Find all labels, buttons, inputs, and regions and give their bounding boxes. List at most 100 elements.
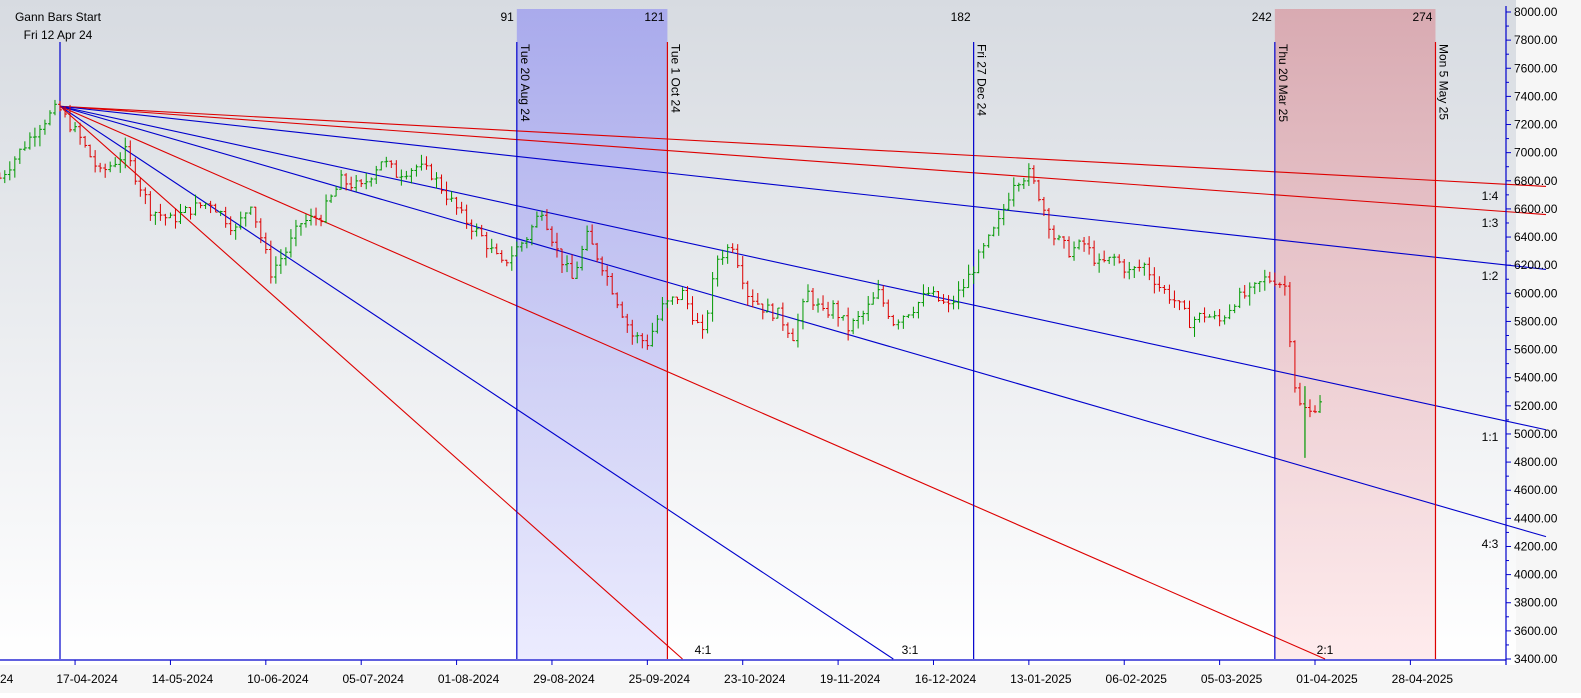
price-bar xyxy=(384,156,389,168)
price-bar xyxy=(1011,177,1016,207)
y-tick-label: 3400.00 xyxy=(1514,652,1558,666)
time-zone-2 xyxy=(1274,9,1436,659)
price-bar xyxy=(434,172,439,189)
price-bar xyxy=(148,191,153,221)
price-bar xyxy=(1202,307,1207,323)
y-tick-label: 6600.00 xyxy=(1514,202,1558,216)
price-bar xyxy=(153,211,158,225)
price-bar xyxy=(1077,239,1082,250)
price-bar xyxy=(123,137,128,169)
price-bar xyxy=(821,295,826,311)
fan-label-1-4: 1:4 xyxy=(1482,189,1499,203)
price-bar xyxy=(183,205,188,214)
price-bar xyxy=(444,181,449,206)
bar-count-label: 242 xyxy=(1252,10,1272,24)
price-bar xyxy=(1092,240,1097,266)
price-bar xyxy=(805,284,810,303)
price-bar xyxy=(193,194,198,216)
price-bar xyxy=(1277,282,1282,288)
price-bar xyxy=(1142,262,1147,276)
price-bar xyxy=(178,203,183,224)
price-bar xyxy=(258,218,263,244)
price-bar xyxy=(133,157,138,185)
price-bar xyxy=(665,299,670,309)
price-bar xyxy=(1112,253,1117,266)
price-bar xyxy=(1252,282,1257,295)
time-marker-date: Thu 20 Mar 25 xyxy=(1276,44,1290,122)
price-bar xyxy=(78,122,83,145)
price-bar xyxy=(168,212,173,219)
price-bar xyxy=(760,303,765,320)
price-bar xyxy=(1207,314,1212,318)
price-bar xyxy=(499,250,504,263)
price-bar xyxy=(2,170,7,184)
price-bar xyxy=(836,300,841,327)
price-bar xyxy=(1297,382,1302,406)
fan-line-1-4 xyxy=(59,105,1547,187)
fan-label-2-1: 2:1 xyxy=(1317,643,1334,657)
price-bar xyxy=(996,210,1001,236)
fan-line-3-1 xyxy=(59,105,894,660)
price-bar xyxy=(1242,285,1247,299)
price-bar xyxy=(474,223,479,237)
y-tick-label: 5800.00 xyxy=(1514,314,1558,328)
price-bar xyxy=(243,212,248,227)
time-marker-date: Fri 27 Dec 24 xyxy=(975,44,989,116)
price-bar xyxy=(675,296,680,304)
price-bar xyxy=(1062,236,1066,249)
bar-count-label: 121 xyxy=(644,10,664,24)
price-bar xyxy=(1272,272,1277,287)
price-bar xyxy=(83,135,88,148)
x-tick-label: 14-05-2024 xyxy=(152,672,214,686)
price-bar xyxy=(1041,196,1046,217)
fan-line-1-1 xyxy=(59,105,1547,431)
price-bar xyxy=(344,173,349,191)
price-bar xyxy=(1162,284,1167,294)
price-bar xyxy=(309,208,313,226)
price-bar xyxy=(1046,207,1051,239)
price-bar xyxy=(364,173,369,190)
price-bar xyxy=(570,254,575,279)
price-bar xyxy=(1001,204,1006,226)
x-tick-label: 01-08-2024 xyxy=(438,672,500,686)
price-bar xyxy=(93,150,98,173)
price-bar xyxy=(1257,281,1262,293)
price-bar xyxy=(1036,179,1041,202)
y-tick-label: 5200.00 xyxy=(1514,399,1558,413)
price-bar xyxy=(740,256,745,290)
price-bar xyxy=(1147,257,1152,281)
price-bar xyxy=(710,271,715,322)
price-bar xyxy=(68,104,73,133)
price-bar xyxy=(705,310,710,334)
price-bar xyxy=(625,313,630,333)
price-bar xyxy=(1102,250,1107,263)
y-tick-label: 6200.00 xyxy=(1514,258,1558,272)
price-bar xyxy=(780,302,785,331)
y-tick-label: 3600.00 xyxy=(1514,624,1558,638)
price-bar xyxy=(785,322,790,338)
price-bar xyxy=(218,210,223,217)
price-bar xyxy=(404,170,409,180)
y-tick-label: 4000.00 xyxy=(1514,568,1558,582)
price-bar xyxy=(143,187,148,205)
price-bar xyxy=(951,295,956,310)
price-bar xyxy=(268,240,273,284)
y-tick-label: 4600.00 xyxy=(1514,483,1558,497)
price-bar xyxy=(459,201,464,214)
time-marker-date: Tue 1 Oct 24 xyxy=(668,44,682,113)
fan-line-1-3 xyxy=(59,105,1547,216)
price-bar xyxy=(414,164,419,177)
price-bar xyxy=(248,206,253,215)
price-bar xyxy=(544,209,549,231)
price-bar xyxy=(660,297,665,322)
price-bar xyxy=(720,249,725,265)
price-bar xyxy=(429,163,434,181)
x-tick-label: 17-04-2024 xyxy=(56,672,118,686)
price-bar xyxy=(37,124,42,147)
price-bar xyxy=(303,214,308,228)
x-tick-label: 28-04-2025 xyxy=(1392,672,1454,686)
y-tick-label: 5600.00 xyxy=(1514,343,1558,357)
price-bar xyxy=(233,223,238,240)
price-bar xyxy=(379,161,384,171)
